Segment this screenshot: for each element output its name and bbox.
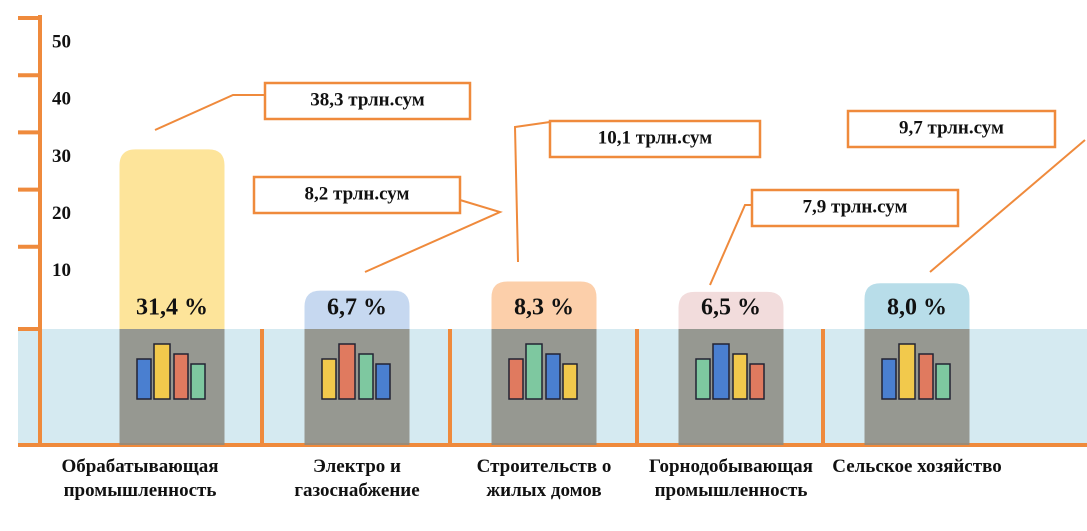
icon-part — [713, 344, 729, 399]
icon-part — [174, 354, 188, 399]
value-label: 6,7 % — [327, 295, 387, 321]
bar-base — [492, 329, 597, 445]
icon-part — [509, 359, 523, 399]
bar-base — [305, 329, 410, 445]
y-tick-label: 10 — [52, 260, 71, 281]
callout-text: 8,2 трлн.сум — [305, 183, 410, 204]
callout-text: 10,1 трлн.сум — [598, 127, 712, 148]
icon-part — [919, 354, 933, 399]
bar-base — [120, 329, 225, 445]
category-label: Горнодобывающая промышленность — [606, 455, 856, 503]
y-tick-label: 50 — [52, 31, 71, 52]
leader-line — [710, 205, 752, 285]
icon-part — [359, 354, 373, 399]
icon-part — [526, 344, 542, 399]
value-label: 8,3 % — [514, 295, 574, 321]
icon-part — [546, 354, 560, 399]
category-label: Сельское хозяйство — [827, 455, 1007, 479]
chart-canvas: 10 20 30 40 50 31,4 % 38,3 трлн.сум 6,7 % 8,2 тр… — [0, 0, 1087, 531]
category-label: Электро и газоснабжение — [267, 455, 447, 503]
category-label: Строительств о жилых домов — [474, 455, 614, 503]
icon-part — [750, 364, 764, 399]
value-label: 6,5 % — [701, 295, 761, 321]
icon-part — [154, 344, 170, 399]
y-tick-label: 40 — [52, 89, 71, 110]
callout-text: 9,7 трлн.сум — [899, 117, 1004, 138]
value-label: 8,0 % — [887, 295, 947, 321]
leader-line — [515, 122, 550, 262]
icon-part — [899, 344, 915, 399]
icon-part — [376, 364, 390, 399]
category-label: Обрабатывающая промышленность — [10, 455, 270, 503]
icon-part — [733, 354, 747, 399]
callout-text: 7,9 трлн.сум — [803, 196, 908, 217]
leader-line — [155, 95, 265, 130]
icon-part — [339, 344, 355, 399]
y-tick-label: 30 — [52, 146, 71, 167]
icon-part — [563, 364, 577, 399]
y-tick-label: 20 — [52, 203, 71, 224]
callout-text: 38,3 трлн.сум — [310, 89, 424, 110]
icon-part — [137, 359, 151, 399]
icon-part — [882, 359, 896, 399]
bar-base — [679, 329, 784, 445]
icon-part — [322, 359, 336, 399]
icon-part — [191, 364, 205, 399]
bar-base — [865, 329, 970, 445]
value-label: 31,4 % — [136, 295, 208, 321]
icon-part — [696, 359, 710, 399]
chart: 10 20 30 40 50 31,4 % 38,3 трлн.сум 6,7 % 8,2 тр… — [0, 0, 1087, 531]
icon-part — [936, 364, 950, 399]
